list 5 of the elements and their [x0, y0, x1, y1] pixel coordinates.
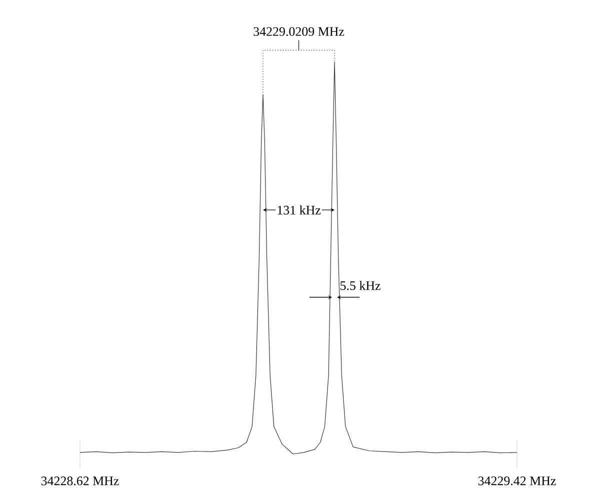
annotation: 131 kHz: [278, 205, 321, 214]
annotation: 5.5 kHz: [340, 280, 380, 290]
x-tick-label: 34229.42 MHz: [478, 476, 556, 486]
x-tick-label: 34228.62 MHz: [41, 476, 119, 486]
text: 34229.0209 MHz: [254, 27, 344, 36]
